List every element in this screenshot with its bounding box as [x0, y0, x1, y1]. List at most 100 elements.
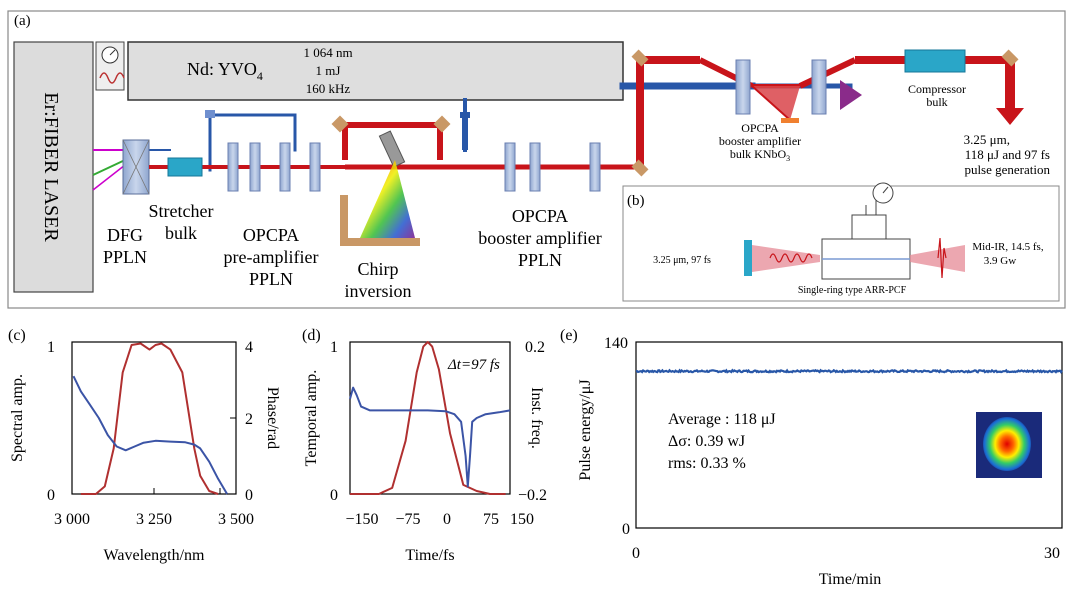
chart-c-ytick-0: 0 — [47, 487, 55, 504]
nd-yvo4-label: Nd: YVO4 — [187, 59, 263, 83]
chart-d-ytick-0: 0 — [330, 487, 338, 504]
chart-c-axes — [71, 341, 237, 495]
preamp-label-3: PPLN — [249, 269, 293, 289]
panel-b-label: (b) — [627, 193, 645, 209]
dfg-label: DFG — [107, 225, 143, 245]
panel-d-label: (d) — [302, 327, 321, 344]
chart-c-y2tick-2: 4 — [245, 339, 253, 356]
booster-label-3: PPLN — [518, 250, 562, 270]
panel-c: (c) Spectral amp. Phase/rad 0 1 0 2 4 3 … — [8, 327, 281, 564]
chart-d-xtick-3: 75 — [483, 511, 499, 528]
chart-e-xlabel: Time/min — [819, 571, 882, 588]
chart-c-xtick-1: 3 250 — [136, 511, 172, 528]
chart-d-ytick-1: 1 — [330, 339, 338, 356]
chart-c-xtick-0: 3 000 — [54, 511, 90, 528]
stretcher-label-2: bulk — [165, 223, 197, 243]
chart-c-xlabel: Wavelength/nm — [104, 547, 205, 564]
spectral-amp-series — [80, 342, 219, 495]
chart-d-y2tick-0: −0.2 — [518, 487, 547, 504]
panel-a-frame — [7, 10, 1066, 309]
chirp-label-2: inversion — [345, 281, 412, 301]
chart-e-xtick-0: 0 — [632, 545, 640, 562]
chart-d-xlabel: Time/fs — [405, 547, 454, 564]
chart-e-xtick-1: 30 — [1044, 545, 1060, 562]
panel-e: (e) Pulse energy/μJ 0 140 0 30 Time/min … — [560, 327, 1063, 588]
chart-c-ytick-1: 1 — [47, 339, 55, 356]
er-fiber-laser-box — [13, 41, 94, 293]
booster-ppln-crystals — [504, 142, 601, 192]
pump-spec-rate: 160 kHz — [306, 81, 351, 96]
pump-spec-energy: 1 mJ — [316, 63, 341, 78]
chart-d-ylabel: Temporal amp. — [303, 370, 320, 467]
chart-c-ticks — [71, 417, 236, 494]
chart-e-axes — [635, 341, 1063, 529]
output-arrow — [996, 108, 1024, 125]
chart-c-series — [72, 342, 228, 495]
chart-c-y2label: Phase/rad — [264, 387, 281, 449]
panel-b-input-label: 3.25 μm, 97 fs — [653, 255, 711, 266]
stretcher-label: Stretcher — [149, 201, 214, 221]
output-pulse — [910, 245, 965, 272]
chart-d-y2tick-1: 0.2 — [525, 339, 545, 356]
chirp-inversion-optics — [331, 115, 451, 246]
chart-d-series — [349, 341, 511, 495]
preamp-crystals — [227, 142, 321, 192]
panel-b-output-label: Mid-IR, 14.5 fs, — [972, 241, 1043, 253]
dfg-label-2: PPLN — [103, 247, 147, 267]
pump-spec-wavelength: 1 064 nm — [303, 45, 352, 60]
compressor-label-2: bulk — [926, 95, 947, 109]
panel-b: (b) 3.25 μm, 97 fs Single-ring type ARR-… — [622, 182, 1060, 302]
preamp-label-2: pre-amplifier — [224, 247, 319, 267]
chart-d-xtick-1: −75 — [395, 511, 420, 528]
chart-c-ylabel: Spectral amp. — [9, 374, 26, 462]
chart-c-y2tick-1: 2 — [245, 411, 253, 428]
stretcher-bulk — [167, 157, 203, 177]
chart-e-series — [635, 368, 1063, 374]
er-fiber-laser-label: Er:FIBER LASER — [40, 92, 62, 242]
beam-spot — [983, 417, 1031, 471]
panel-d: (d) Δt=97 fs Temporal amp. Inst. freq. 0… — [302, 327, 547, 564]
chart-d-annotation: Δt=97 fs — [447, 357, 500, 373]
fiber-label: Single-ring type ARR-PCF — [798, 285, 907, 296]
compressor-label: Compressor — [908, 82, 966, 96]
chart-d-xtick-4: 150 — [510, 511, 534, 528]
chart-d-xtick-0: −150 — [345, 511, 378, 528]
panel-b-frame — [622, 185, 1060, 302]
chart-e-ytick-0: 0 — [622, 521, 630, 538]
stat-average: Average : 118 μJ — [668, 411, 776, 428]
pulse-energy-series — [635, 368, 1063, 374]
chart-d-xtick-2: 0 — [443, 511, 451, 528]
stat-sigma: Δσ: 0.39 wJ — [668, 433, 745, 450]
booster-bulk-label-3: bulk KNbO3 — [730, 147, 790, 163]
panel-a-label: (a) — [14, 13, 31, 29]
booster-bulk-crystals — [735, 59, 862, 115]
nd-yvo4-box — [127, 41, 624, 101]
chart-d-y2label: Inst. freq. — [528, 387, 545, 449]
panel-b-output-label-2: 3.9 Gw — [984, 255, 1016, 267]
output-label-3: pulse generation — [964, 162, 1050, 177]
inst-freq-series — [349, 386, 511, 488]
output-label: 3.25 μm, — [964, 132, 1010, 147]
chirp-label: Chirp — [357, 259, 398, 279]
panel-e-label: (e) — [560, 327, 578, 344]
stat-rms: rms: 0.33 % — [668, 455, 746, 472]
phase-series — [72, 375, 228, 495]
chart-d-axes — [349, 341, 511, 495]
chart-e-ylabel: Pulse energy/μJ — [577, 379, 594, 480]
output-label-2: 118 μJ and 97 fs — [965, 147, 1050, 162]
booster-bulk-label: OPCPA — [741, 121, 779, 135]
panel-c-label: (c) — [8, 327, 26, 344]
seed-lines — [92, 149, 126, 191]
booster-bulk-label-2: booster amplifier — [719, 134, 801, 148]
temporal-amp-series — [350, 341, 506, 495]
booster-label-2: booster amplifier — [478, 228, 601, 248]
chart-c-y2tick-0: 0 — [245, 487, 253, 504]
panel-a: (a) Er:FIBER LASER Nd: YVO4 1 064 nm 1 m… — [7, 10, 1066, 309]
input-pulse — [752, 245, 820, 272]
chart-e-ytick-1: 140 — [604, 335, 628, 352]
preamp-label: OPCPA — [243, 225, 299, 245]
compressor-bulk — [904, 49, 966, 73]
rf-signal-icon — [99, 72, 125, 84]
booster-label: OPCPA — [512, 206, 568, 226]
